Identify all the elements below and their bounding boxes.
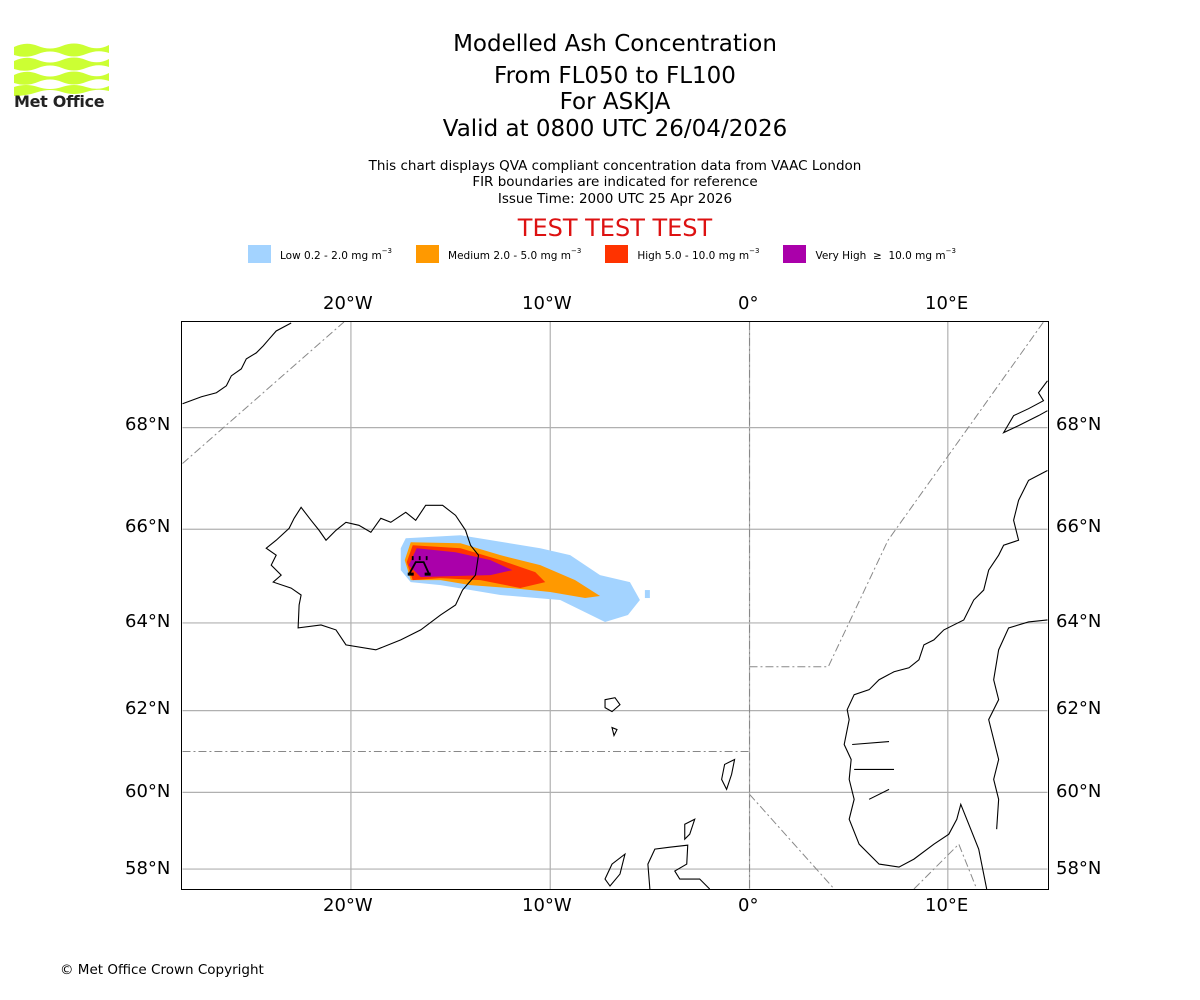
- coastlines: [182, 322, 1048, 889]
- ash-plume: [400, 535, 650, 622]
- lon-tick-bottom-10e: 10°E: [925, 895, 969, 916]
- fir-note: FIR boundaries are indicated for referen…: [472, 174, 758, 190]
- lat-tick-right-62n: 62°N: [1056, 698, 1102, 719]
- lat-tick-left-62n: 62°N: [125, 698, 171, 719]
- lat-tick-left-64n: 64°N: [125, 611, 171, 632]
- legend-swatch-low: [248, 245, 271, 263]
- lat-tick-right-58n: 58°N: [1056, 858, 1102, 879]
- logo-text: Met Office: [14, 92, 105, 111]
- legend-swatch-high: [605, 245, 629, 263]
- lon-tick-top-10w: 10°W: [522, 293, 572, 314]
- legend-item-high: High 5.0 - 10.0 mg m−3: [605, 245, 759, 263]
- test-banner: TEST TEST TEST: [517, 214, 713, 242]
- lat-tick-left-66n: 66°N: [125, 516, 171, 537]
- lon-tick-bottom-10w: 10°W: [522, 895, 572, 916]
- legend-label-medium: Medium 2.0 - 5.0 mg m−3: [448, 246, 582, 262]
- copyright: © Met Office Crown Copyright: [60, 962, 264, 978]
- lon-tick-top-20w: 20°W: [323, 293, 373, 314]
- legend-label-very-high: Very High ≥ 10.0 mg m−3: [815, 246, 956, 262]
- lat-tick-right-60n: 60°N: [1056, 781, 1102, 802]
- lat-tick-left-68n: 68°N: [125, 414, 171, 435]
- volcano-icon: [407, 556, 431, 576]
- plume-low-speck: [644, 590, 650, 599]
- chart-title: Modelled Ash Concentration: [453, 31, 777, 57]
- legend-label-high: High 5.0 - 10.0 mg m−3: [637, 246, 760, 262]
- met-office-logo-icon: [14, 43, 109, 96]
- legend-item-very-high: Very High ≥ 10.0 mg m−3: [783, 245, 956, 263]
- lon-tick-bottom-0: 0°: [738, 895, 759, 916]
- plume-very-high: [408, 548, 513, 578]
- legend-item-medium: Medium 2.0 - 5.0 mg m−3: [416, 245, 581, 263]
- legend-item-low: Low 0.2 - 2.0 mg m−3: [248, 245, 392, 263]
- chart-note: This chart displays QVA compliant concen…: [368, 158, 862, 174]
- legend-swatch-very-high: [783, 245, 807, 263]
- legend-label-low: Low 0.2 - 2.0 mg m−3: [280, 246, 393, 262]
- lat-tick-left-58n: 58°N: [125, 858, 171, 879]
- lat-tick-right-68n: 68°N: [1056, 414, 1102, 435]
- valid-time: Valid at 0800 UTC 26/04/2026: [442, 116, 788, 142]
- lat-tick-right-66n: 66°N: [1056, 516, 1102, 537]
- lon-tick-bottom-20w: 20°W: [323, 895, 373, 916]
- lat-tick-right-64n: 64°N: [1056, 611, 1102, 632]
- volcano-name: For ASKJA: [559, 89, 671, 115]
- legend-swatch-medium: [416, 245, 440, 263]
- fir-boundaries: [182, 322, 1044, 889]
- lon-tick-top-0: 0°: [738, 293, 759, 314]
- ash-map[interactable]: [181, 321, 1049, 890]
- legend: Low 0.2 - 2.0 mg m−3 Medium 2.0 - 5.0 mg…: [248, 244, 980, 264]
- issue-time: Issue Time: 2000 UTC 25 Apr 2026: [497, 191, 733, 207]
- flight-levels: From FL050 to FL100: [494, 63, 736, 89]
- lat-tick-left-60n: 60°N: [125, 781, 171, 802]
- lon-tick-top-10e: 10°E: [925, 293, 969, 314]
